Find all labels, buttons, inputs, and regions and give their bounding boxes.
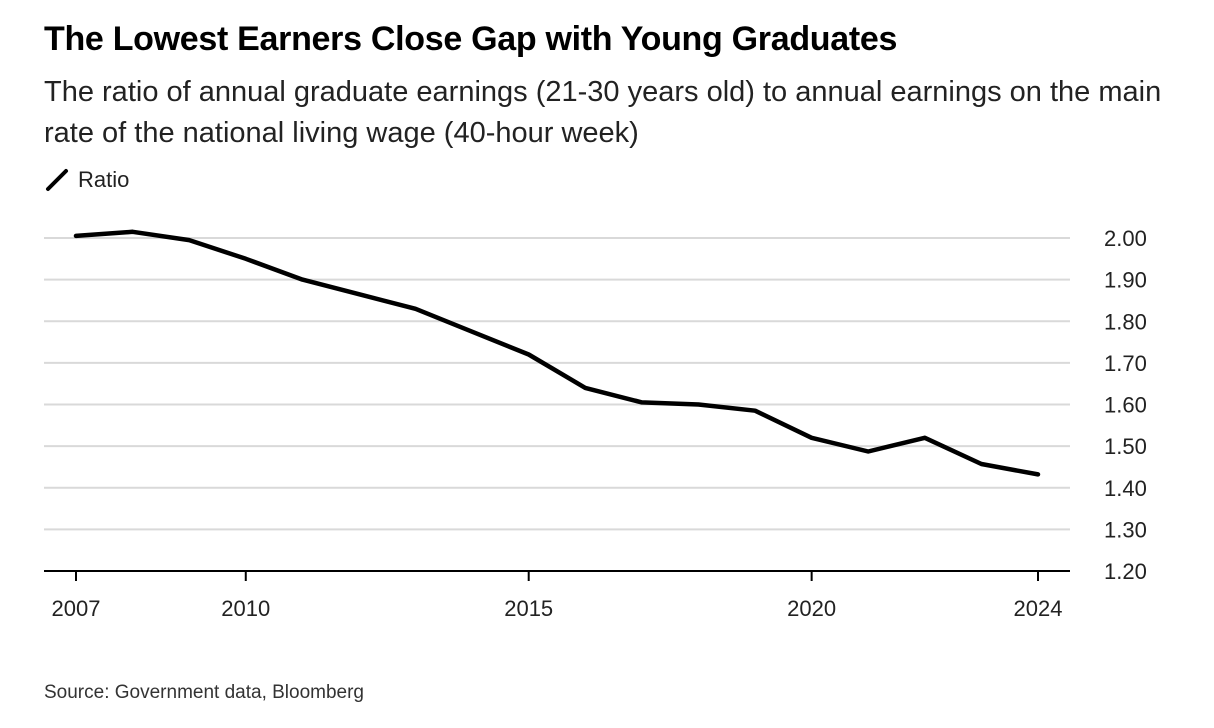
data-point xyxy=(583,386,587,390)
x-tick-label: 2007 xyxy=(52,596,101,621)
y-tick-label: 1.80 xyxy=(1104,309,1147,334)
data-point xyxy=(414,307,418,311)
y-tick-label: 1.90 xyxy=(1104,268,1147,293)
data-point xyxy=(923,436,927,440)
y-tick-label: 1.50 xyxy=(1104,434,1147,459)
y-tick-label: 1.60 xyxy=(1104,393,1147,418)
data-point xyxy=(753,409,757,413)
data-point xyxy=(697,403,701,407)
legend-label: Ratio xyxy=(78,167,130,192)
chart-title: The Lowest Earners Close Gap with Young … xyxy=(44,20,898,58)
y-tick-label: 1.20 xyxy=(1104,559,1147,584)
data-point xyxy=(1036,472,1040,476)
series-line-ratio xyxy=(73,229,1041,477)
data-point xyxy=(866,450,870,454)
data-point xyxy=(979,462,983,466)
data-point xyxy=(810,436,814,440)
y-tick-label: 1.40 xyxy=(1104,476,1147,501)
series-layer xyxy=(73,229,1041,477)
data-point xyxy=(470,330,474,334)
y-tick-label: 1.30 xyxy=(1104,517,1147,542)
x-tick-label: 2015 xyxy=(504,596,553,621)
data-point xyxy=(300,278,304,282)
data-point xyxy=(357,292,361,296)
axis-layer: 1.20 1.30 1.40 1.50 1.60 1.70 1.80 1.90 2.00 2007… xyxy=(44,226,1147,621)
y-tick-label: 2.00 xyxy=(1104,226,1147,251)
legend: Ratio xyxy=(44,166,129,194)
data-point xyxy=(640,400,644,404)
x-tick-label: 2010 xyxy=(221,596,270,621)
y-tick-label: 1.70 xyxy=(1104,351,1147,376)
x-tick-label: 2020 xyxy=(787,596,836,621)
grid-layer xyxy=(44,237,1070,531)
x-tick-label: 2024 xyxy=(1014,596,1063,621)
chart-subtitle: The ratio of annual graduate earnings (2… xyxy=(44,76,1162,149)
data-point xyxy=(74,234,78,238)
source-note: Source: Government data, Bloomberg xyxy=(44,682,365,703)
data-point xyxy=(187,238,191,242)
line-swatch-icon xyxy=(46,169,68,191)
data-point xyxy=(131,230,135,234)
data-point xyxy=(244,257,248,261)
data-point xyxy=(527,353,531,357)
